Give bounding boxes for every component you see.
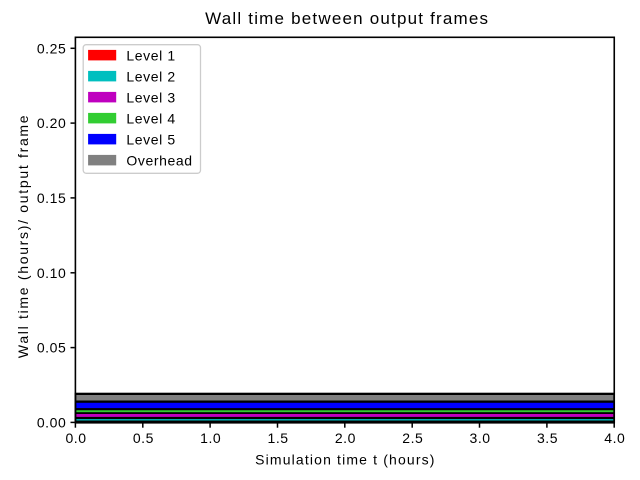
svg-text:0.0: 0.0 bbox=[65, 430, 86, 446]
svg-text:0.10: 0.10 bbox=[37, 265, 66, 281]
svg-text:Level 1: Level 1 bbox=[126, 47, 175, 63]
svg-text:2.5: 2.5 bbox=[402, 430, 423, 446]
svg-text:3.5: 3.5 bbox=[537, 430, 558, 446]
svg-text:1.5: 1.5 bbox=[268, 430, 289, 446]
svg-text:Level 2: Level 2 bbox=[126, 68, 175, 84]
svg-text:0.25: 0.25 bbox=[37, 40, 66, 56]
svg-text:Level 3: Level 3 bbox=[126, 89, 175, 105]
svg-text:Overhead: Overhead bbox=[126, 152, 192, 168]
svg-text:3.0: 3.0 bbox=[470, 430, 491, 446]
svg-text:0.05: 0.05 bbox=[37, 340, 66, 356]
svg-text:Wall time between output frame: Wall time between output frames bbox=[205, 9, 489, 28]
svg-text:0.5: 0.5 bbox=[133, 430, 154, 446]
svg-text:1.0: 1.0 bbox=[200, 430, 221, 446]
svg-text:Wall time (hours)/ output fram: Wall time (hours)/ output frame bbox=[15, 114, 31, 358]
svg-text:0.15: 0.15 bbox=[37, 190, 66, 206]
svg-text:0.20: 0.20 bbox=[37, 115, 66, 131]
svg-text:Simulation time t (hours): Simulation time t (hours) bbox=[255, 451, 435, 467]
svg-text:Level 5: Level 5 bbox=[126, 131, 175, 147]
svg-text:Level 4: Level 4 bbox=[126, 110, 175, 126]
svg-text:2.0: 2.0 bbox=[335, 430, 356, 446]
svg-text:0.00: 0.00 bbox=[37, 414, 66, 430]
svg-text:4.0: 4.0 bbox=[604, 430, 625, 446]
